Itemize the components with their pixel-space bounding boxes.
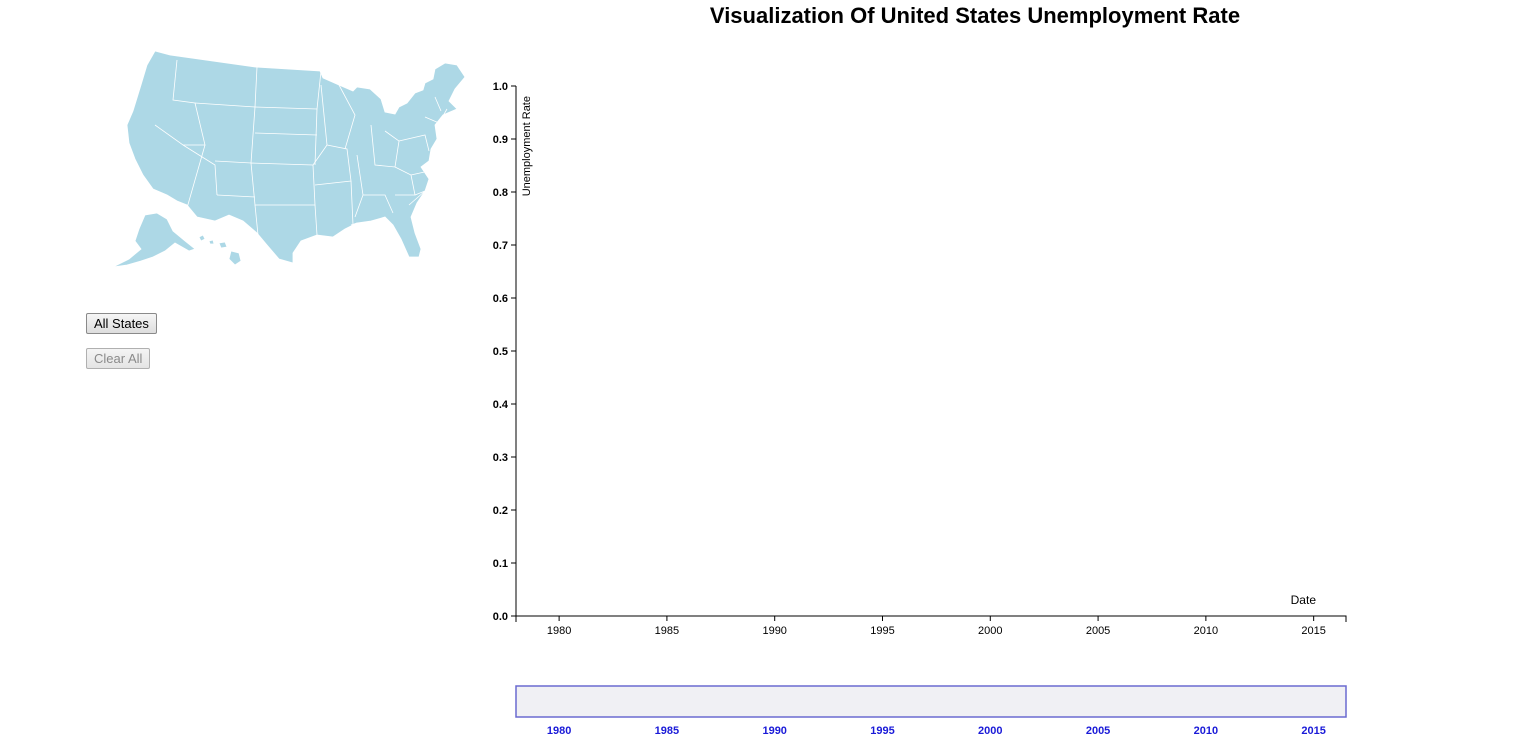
context-tick-label: 1990 bbox=[762, 725, 786, 737]
x-axis-line bbox=[515, 615, 1347, 622]
y-tick-label: 1.0 bbox=[493, 81, 508, 93]
context-tick-label: 2010 bbox=[1194, 725, 1218, 737]
state-shape-contiguous[interactable] bbox=[126, 50, 466, 264]
x-tick-label: 2015 bbox=[1301, 625, 1325, 637]
y-tick-label: 0.9 bbox=[493, 134, 508, 146]
y-axis: 0.0 0.1 0.2 0.3 0.4 0.5 0.6 0.7 0.8 0.9 1.0 bbox=[493, 81, 517, 623]
context-x-axis: 1980 1985 1990 1995 2000 2005 2010 2015 bbox=[516, 716, 1346, 737]
state-shape-hawaii[interactable] bbox=[198, 234, 242, 266]
context-tick-label: 2000 bbox=[978, 725, 1002, 737]
y-tick-label: 0.8 bbox=[493, 187, 508, 199]
state-borders bbox=[154, 59, 448, 246]
context-tick-label: 2005 bbox=[1086, 725, 1110, 737]
page-title: Visualization Of United States Unemploym… bbox=[709, 3, 1241, 28]
x-tick-label: 1995 bbox=[870, 625, 894, 637]
x-tick-label: 2000 bbox=[978, 625, 1002, 637]
x-tick-label: 1985 bbox=[655, 625, 679, 637]
y-tick-label: 0.7 bbox=[493, 240, 508, 252]
x-tick-label: 2010 bbox=[1194, 625, 1218, 637]
context-tick-label: 1980 bbox=[547, 725, 571, 737]
state-shape-alaska[interactable] bbox=[112, 212, 196, 268]
x-tick-label: 2005 bbox=[1086, 625, 1110, 637]
x-axis: 1980 1985 1990 1995 2000 2005 2010 2015 bbox=[515, 615, 1347, 637]
x-tick-label: 1990 bbox=[762, 625, 786, 637]
y-tick-label: 0.5 bbox=[493, 346, 508, 358]
map-states[interactable] bbox=[112, 50, 466, 268]
y-tick-label: 0.2 bbox=[493, 505, 508, 517]
all-states-button[interactable]: All States bbox=[86, 313, 157, 334]
context-tick-label: 1995 bbox=[870, 725, 894, 737]
us-states-map[interactable] bbox=[95, 45, 475, 270]
x-axis-label: Date bbox=[1291, 593, 1317, 607]
context-tick-label: 1985 bbox=[655, 725, 679, 737]
y-tick-label: 0.1 bbox=[493, 558, 508, 570]
y-tick-label: 0.4 bbox=[493, 399, 509, 411]
time-brush-context[interactable]: 1980 1985 1990 1995 2000 2005 2010 2015 bbox=[480, 676, 1360, 746]
context-tick-label: 2015 bbox=[1301, 725, 1325, 737]
y-tick-label: 0.6 bbox=[493, 293, 508, 305]
y-tick-label: 0.0 bbox=[493, 611, 508, 623]
time-brush[interactable] bbox=[515, 685, 1347, 718]
clear-all-button[interactable]: Clear All bbox=[86, 348, 151, 369]
line-chart[interactable]: 0.00.10.20.30.40.50.60.70.80.91.0 1980 19… bbox=[480, 70, 1360, 640]
y-axis-label: Unemployment Rate bbox=[521, 96, 533, 196]
x-tick-label: 1980 bbox=[547, 625, 571, 637]
y-tick-label: 0.3 bbox=[493, 452, 508, 464]
